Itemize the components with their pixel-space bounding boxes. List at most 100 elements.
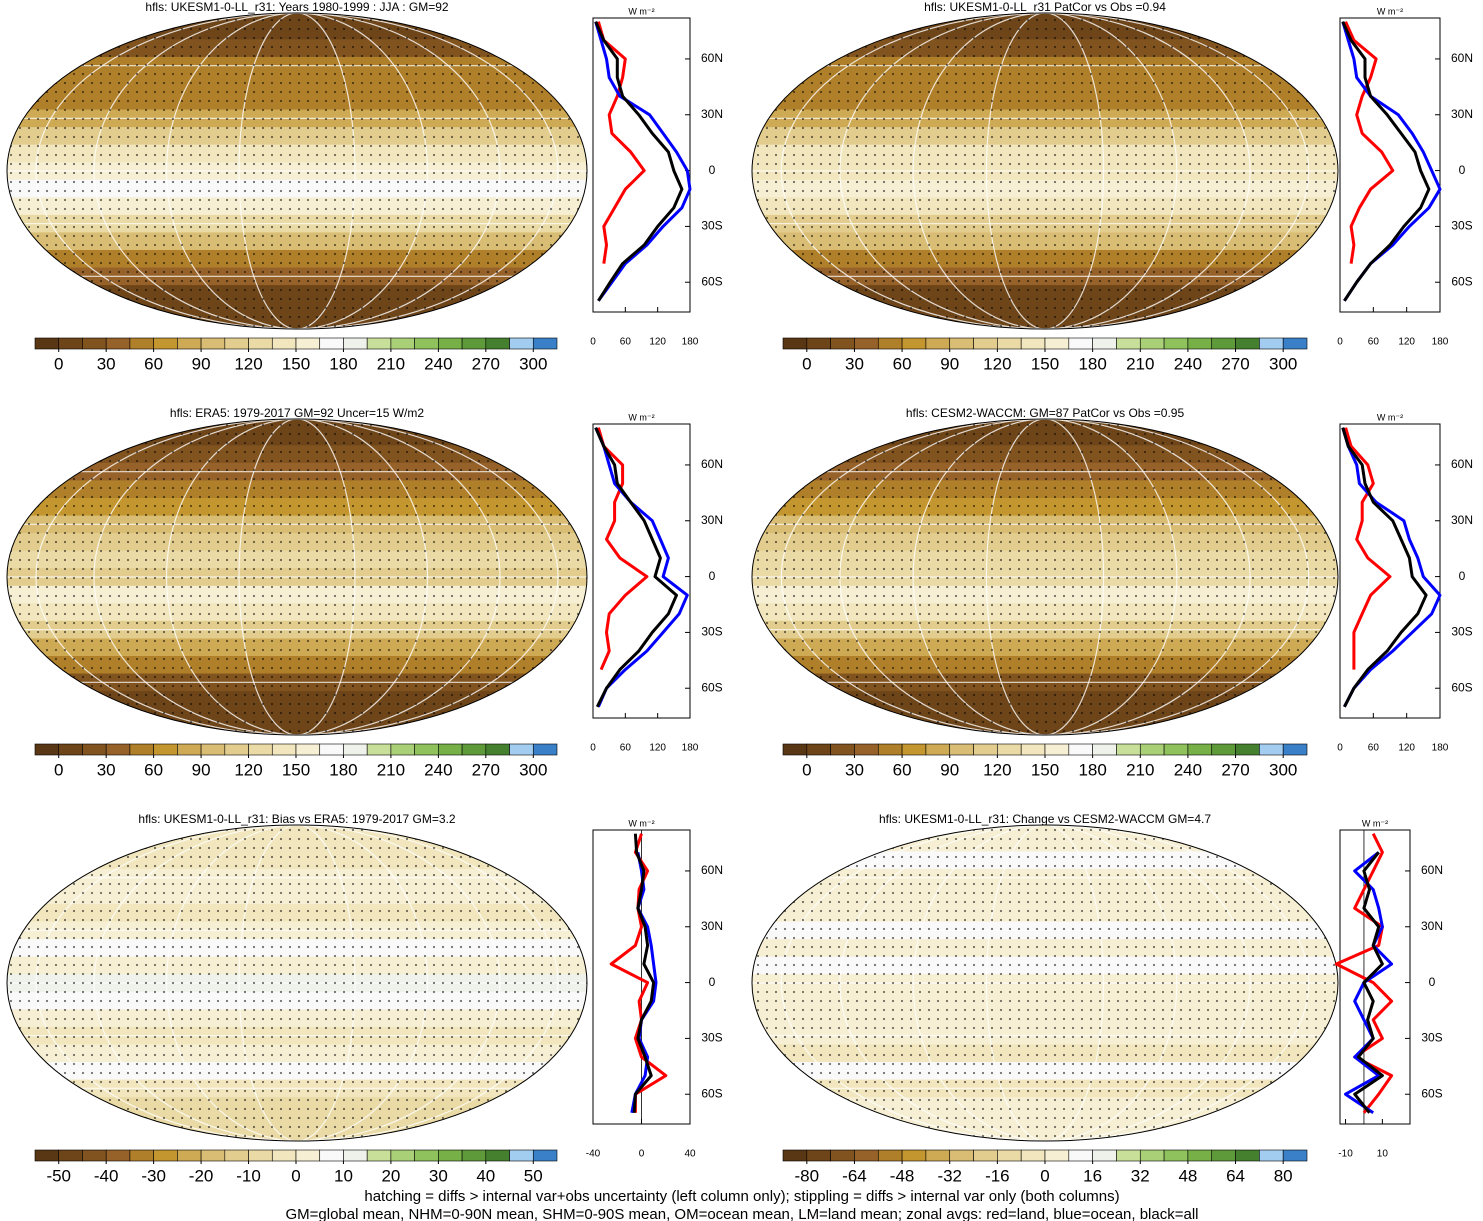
colorbar-swatch <box>414 1149 439 1162</box>
colorbar-swatch <box>1282 1149 1308 1162</box>
colorbar-label: 90 <box>192 760 211 779</box>
colorbar-swatch <box>34 337 60 350</box>
colorbar-swatch <box>461 743 487 756</box>
colorbar-swatch <box>1259 1149 1284 1162</box>
colorbar-swatch <box>509 337 534 350</box>
colorbar-swatch <box>973 1149 998 1162</box>
colorbar-swatch <box>854 337 879 350</box>
colorbar-swatch <box>177 1149 202 1162</box>
colorbar-label: -16 <box>985 1166 1010 1185</box>
colorbar-swatch <box>390 1149 415 1162</box>
y-tick-label: 0 <box>709 569 716 583</box>
colorbar-swatch <box>509 743 534 756</box>
colorbar-swatch <box>129 1149 154 1162</box>
colorbar-label: 240 <box>424 354 452 373</box>
zonal-line <box>632 833 656 1113</box>
x-tick-label: 180 <box>1432 743 1449 754</box>
colorbar-swatch <box>438 743 463 756</box>
colorbar-swatch <box>1211 1149 1236 1162</box>
colorbar-swatch <box>271 337 297 350</box>
unit-label: W m⁻² <box>628 818 654 828</box>
map-border <box>751 824 1339 1142</box>
colorbar-swatch <box>1187 1149 1213 1162</box>
colorbar-label: 120 <box>234 354 262 373</box>
x-tick-label: 180 <box>682 743 699 754</box>
colorbar-label: -32 <box>937 1166 962 1185</box>
colorbar-label: 150 <box>1031 760 1059 779</box>
colorbar-label: 150 <box>282 760 310 779</box>
colorbar-swatch <box>1068 1149 1093 1162</box>
colorbar-swatch <box>200 1149 226 1162</box>
colorbar-swatch <box>105 337 131 350</box>
colorbar-label: -48 <box>890 1166 915 1185</box>
colorbar-swatch <box>1163 337 1189 350</box>
colorbar-label: 40 <box>476 1166 495 1185</box>
y-tick-label: 30S <box>1451 219 1472 233</box>
colorbar-swatch <box>58 743 83 756</box>
y-tick-label: 30N <box>1421 919 1443 933</box>
x-tick-label: 120 <box>649 337 666 348</box>
colorbar-swatch <box>248 1149 273 1162</box>
map-border <box>6 12 588 330</box>
colorbar-swatch <box>485 337 510 350</box>
y-tick-label: 30S <box>701 1031 722 1045</box>
colorbar-swatch <box>390 743 415 756</box>
colorbar-swatch <box>295 743 321 756</box>
colorbar-swatch <box>1044 743 1070 756</box>
x-tick-label: 60 <box>1368 743 1380 754</box>
colorbar-swatch <box>1259 337 1284 350</box>
colorbar-label: 300 <box>519 354 547 373</box>
colorbar-swatch <box>877 337 903 350</box>
colorbar-swatch <box>830 1149 855 1162</box>
x-tick-label: 60 <box>620 743 632 754</box>
colorbar-swatch <box>1068 743 1093 756</box>
colorbar-swatch <box>343 337 368 350</box>
colorbar-swatch <box>1282 743 1308 756</box>
y-tick-label: 0 <box>1459 163 1466 177</box>
colorbar-swatch <box>854 1149 879 1162</box>
colorbar-swatch <box>925 1149 951 1162</box>
colorbar-swatch <box>461 1149 487 1162</box>
colorbar-swatch <box>105 743 131 756</box>
colorbar-label: 210 <box>377 354 405 373</box>
colorbar-swatch <box>1116 1149 1141 1162</box>
colorbar-swatch <box>343 1149 368 1162</box>
colorbar-label: 240 <box>1174 354 1202 373</box>
stippling <box>752 13 1338 329</box>
colorbar-label: 240 <box>424 760 452 779</box>
colorbar-label: 30 <box>97 760 116 779</box>
map <box>752 825 1338 1141</box>
colorbar-label: 16 <box>1083 1166 1102 1185</box>
colorbar-swatch <box>1068 337 1093 350</box>
colorbar-swatch <box>224 337 249 350</box>
map-title: hfls: UKESM1-0-LL_r31: Change vs CESM2-W… <box>879 812 1211 826</box>
zonal-frame <box>592 423 691 719</box>
colorbar-label: 210 <box>1126 760 1154 779</box>
y-tick-label: 0 <box>1459 569 1466 583</box>
colorbar-swatch <box>901 743 927 756</box>
colorbar-swatch <box>532 1149 558 1162</box>
colorbar-swatch <box>925 743 951 756</box>
colorbar-label: 270 <box>1221 760 1249 779</box>
map-border <box>751 418 1339 736</box>
colorbar-label: -20 <box>189 1166 214 1185</box>
colorbar-swatch <box>153 337 178 350</box>
x-tick-label: 0 <box>639 1149 645 1160</box>
colorbar-swatch <box>532 337 558 350</box>
colorbar-label: 60 <box>144 354 163 373</box>
colorbar-label: -10 <box>236 1166 261 1185</box>
x-tick-label: 120 <box>1398 337 1415 348</box>
colorbar-swatch <box>1163 743 1189 756</box>
colorbar-swatch <box>485 743 510 756</box>
colorbar-swatch <box>925 337 951 350</box>
colorbar-swatch <box>271 1149 297 1162</box>
stippling <box>7 419 587 735</box>
colorbar-swatch <box>58 1149 83 1162</box>
y-tick-label: 60S <box>1451 680 1472 694</box>
colorbar-swatch <box>1235 1149 1260 1162</box>
colorbar-label: 30 <box>97 354 116 373</box>
colorbar-swatch <box>319 743 344 756</box>
colorbar-swatch <box>806 743 831 756</box>
x-tick-label: 120 <box>1398 743 1415 754</box>
colorbar-swatch <box>973 337 998 350</box>
